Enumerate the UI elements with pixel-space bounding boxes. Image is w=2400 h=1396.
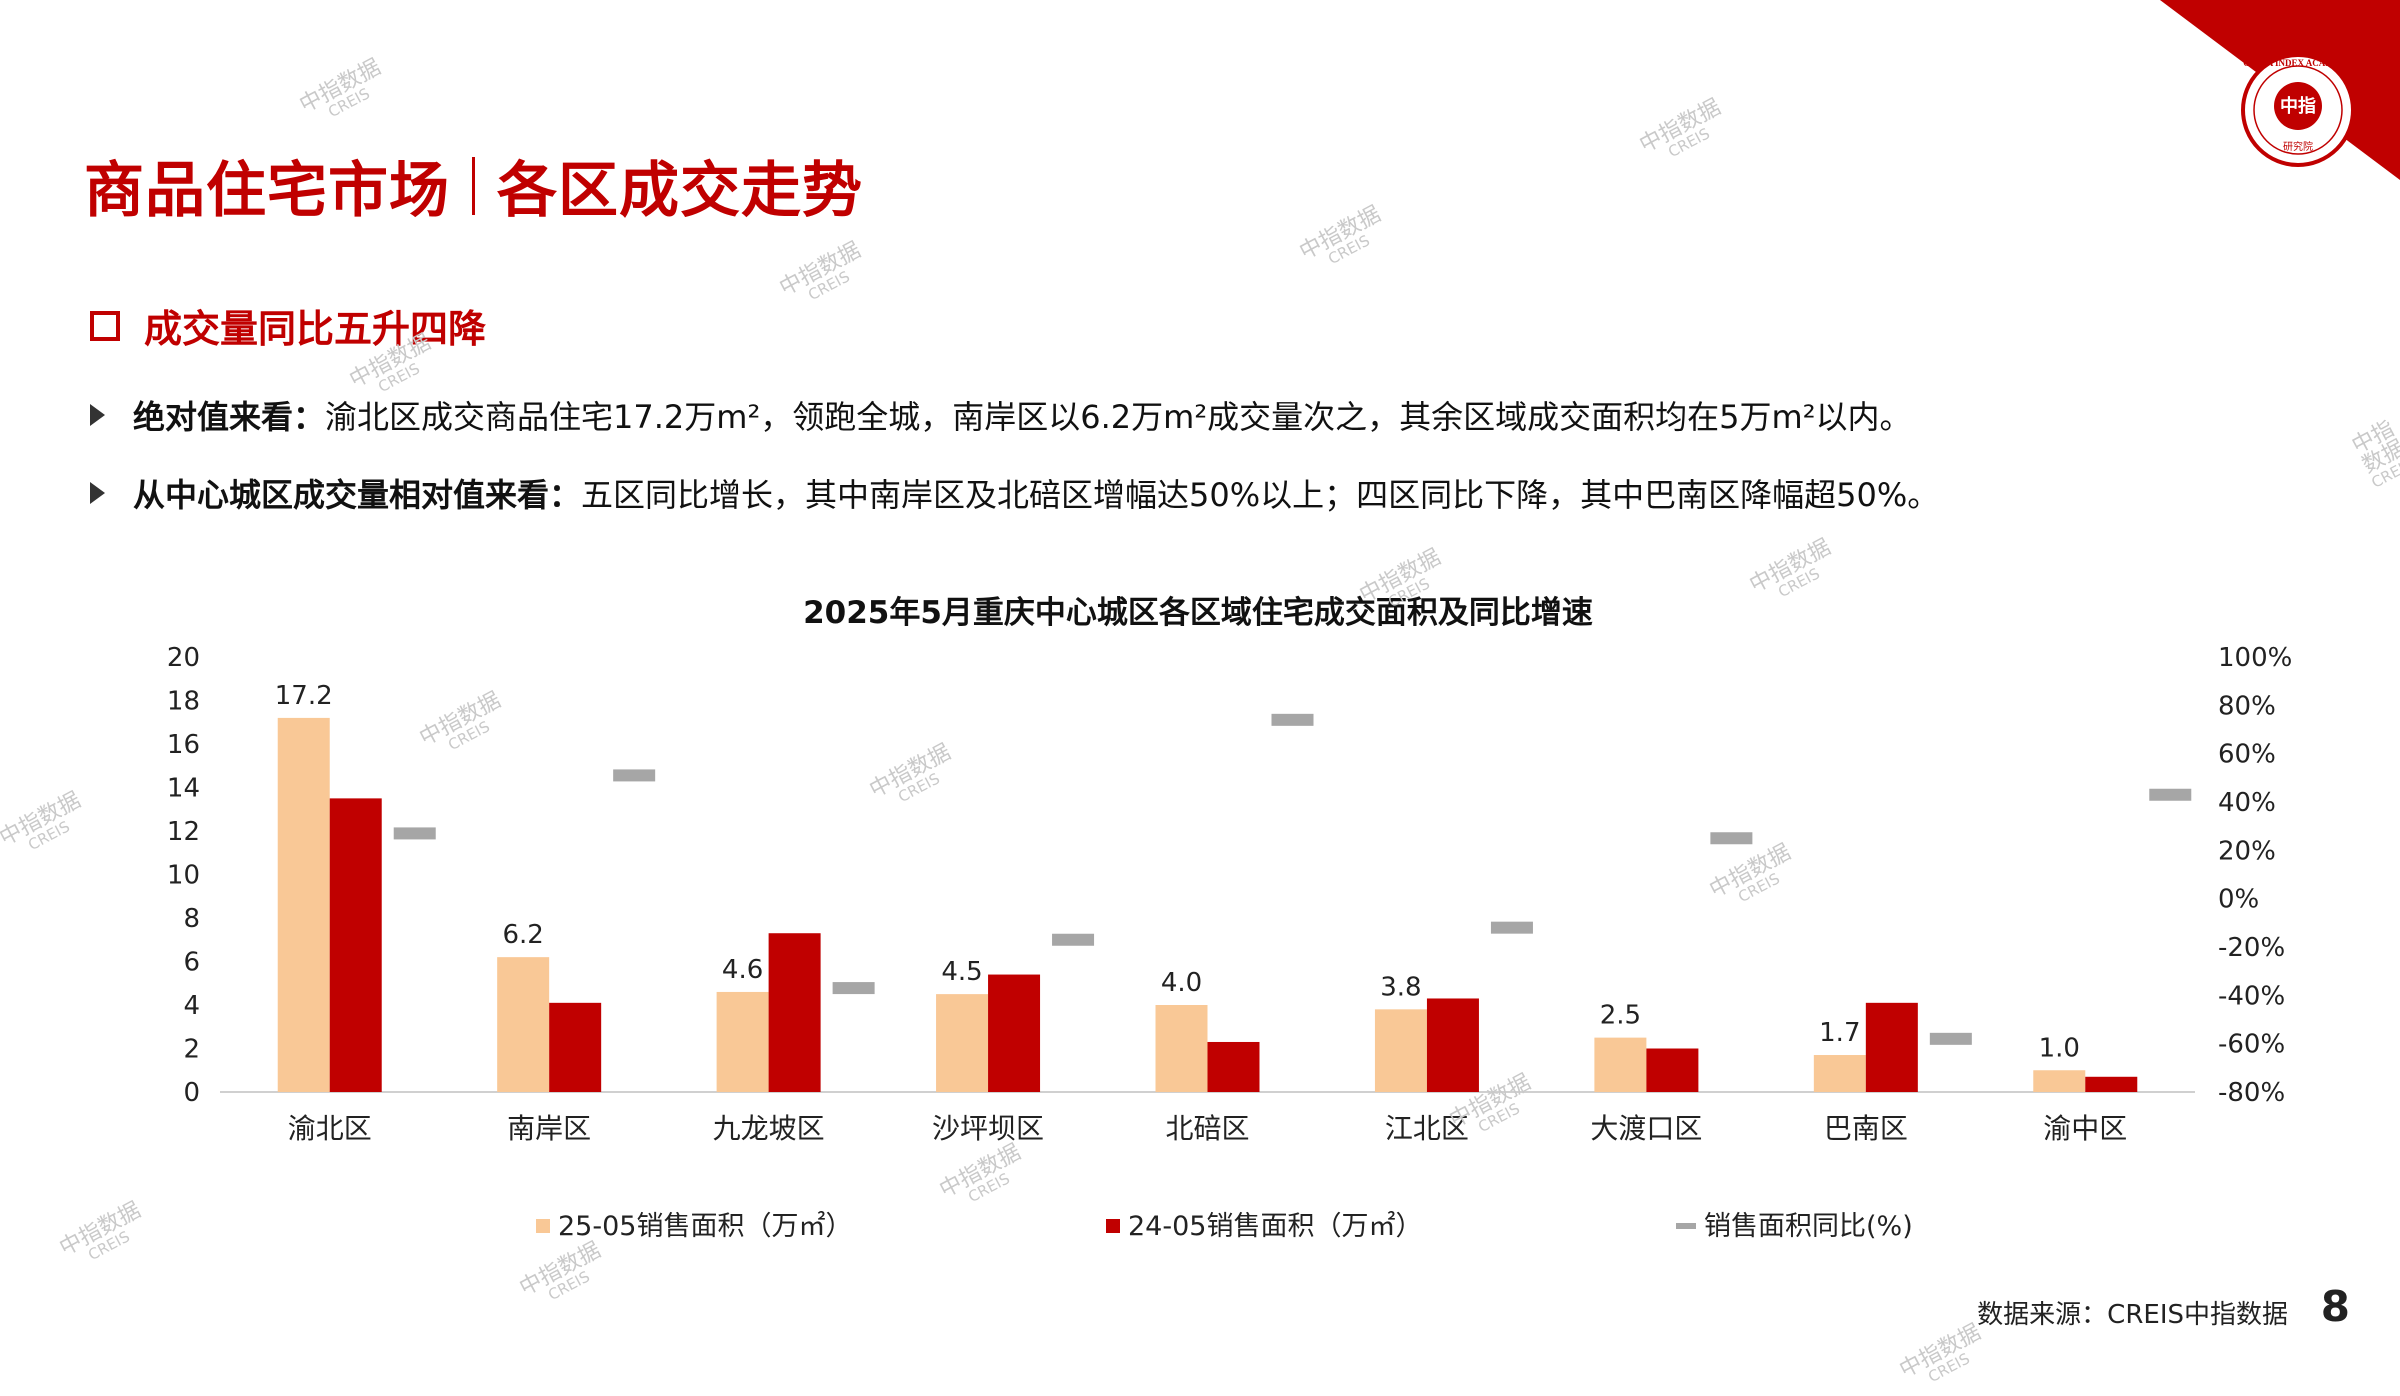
yoy-marker-南岸区 [613, 769, 656, 782]
bar-2025-value-label: 17.2 [275, 681, 333, 711]
bar-2024-北碚区 [1207, 1041, 1260, 1092]
y-left-tick-label: 6 [183, 948, 200, 978]
y-left-tick-label: 2 [183, 1035, 200, 1065]
x-category-label: 渝北区 [288, 1112, 372, 1145]
bar-2025-value-label: 4.6 [722, 955, 763, 985]
bar-2025-渝北区 [277, 717, 330, 1092]
title-divider [472, 156, 475, 215]
legend-swatch-1 [536, 1219, 550, 1233]
y-right-tick-label: 60% [2218, 740, 2276, 770]
bar-2024-南岸区 [549, 1002, 602, 1092]
bar-2025-value-label: 3.8 [1380, 972, 1421, 1002]
x-category-label: 江北区 [1385, 1112, 1469, 1145]
y-right-tick-label: 80% [2218, 691, 2276, 721]
yoy-marker-沙坪坝区 [1052, 933, 1095, 946]
brand-corner-logo: 中指 CHINA INDEX ACADEMY 研究院 [2160, 0, 2400, 180]
y-left-tick-label: 8 [183, 904, 200, 934]
bullet-1-label: 绝对值来看： [133, 398, 326, 436]
bar-2025-value-label: 4.5 [941, 957, 982, 987]
yoy-marker-渝中区 [2149, 788, 2192, 801]
bullet-item-2: 从中心城区成交量相对值来看： 五区同比增长，其中南岸区及北碚区增幅达50%以上；… [90, 470, 1939, 516]
bar-2024-九龙坡区 [768, 933, 821, 1092]
data-source: 数据来源：CREIS中指数据 [1977, 1300, 2288, 1330]
bar-2025-value-label: 1.7 [1819, 1018, 1860, 1048]
bullet-2-label: 从中心城区成交量相对值来看： [133, 476, 582, 514]
yoy-marker-九龙坡区 [832, 982, 875, 995]
svg-text:CHINA INDEX ACADEMY: CHINA INDEX ACADEMY [2243, 58, 2353, 68]
bar-2025-大渡口区 [1594, 1037, 1647, 1092]
y-left-tick-label: 4 [183, 991, 200, 1021]
page-title-right: 各区成交走势 [497, 156, 863, 226]
x-category-label: 渝中区 [2043, 1112, 2127, 1145]
bullet-2-text: 五区同比增长，其中南岸区及北碚区增幅达50%以上；四区同比下降，其中巴南区降幅超… [581, 476, 1940, 514]
page-title-left: 商品住宅市场 [84, 156, 450, 226]
y-left-tick-label: 12 [167, 817, 200, 847]
bar-2025-九龙坡区 [716, 991, 769, 1092]
yoy-marker-大渡口区 [1710, 832, 1753, 845]
bar-2025-江北区 [1374, 1009, 1427, 1092]
bar-2025-北碚区 [1155, 1005, 1208, 1092]
y-right-tick-label: -40% [2218, 981, 2285, 1011]
district-sales-chart: 2025年5月重庆中心城区各区域住宅成交面积及同比增速 0 2 4 6 8 10 12 14 1… [167, 595, 2292, 1242]
y-left-tick-label: 14 [167, 774, 200, 804]
chart-title: 2025年5月重庆中心城区各区域住宅成交面积及同比增速 [803, 595, 1593, 631]
y-left-tick-label: 16 [167, 730, 200, 760]
bar-2025-巴南区 [1813, 1055, 1866, 1092]
y-right-tick-label: 20% [2218, 836, 2276, 866]
legend-label-1: 25-05销售面积（万㎡） [558, 1211, 852, 1242]
bar-2024-江北区 [1426, 998, 1479, 1092]
legend-swatch-2 [1106, 1219, 1120, 1233]
x-category-label: 巴南区 [1824, 1112, 1908, 1145]
bullet-item-1: 绝对值来看： 渝北区成交商品住宅17.2万m²，领跑全城，南岸区以6.2万m²成… [90, 392, 1912, 438]
bar-2024-沙坪坝区 [988, 974, 1041, 1092]
yoy-marker-江北区 [1490, 921, 1533, 934]
y-left-tick-label: 20 [167, 643, 200, 673]
legend-swatch-3 [1676, 1223, 1696, 1229]
bar-2024-渝北区 [329, 798, 382, 1092]
legend-label-3: 销售面积同比(%) [1704, 1211, 1913, 1242]
yoy-marker-巴南区 [1929, 1032, 1972, 1045]
y-right-tick-label: 40% [2218, 788, 2276, 818]
bar-2025-value-label: 1.0 [2039, 1033, 2080, 1063]
y-right-tick-label: -60% [2218, 1030, 2285, 1060]
y-left-tick-label: 18 [167, 687, 200, 717]
x-category-label: 九龙坡区 [713, 1112, 825, 1145]
arrow-bullet-icon [90, 482, 105, 504]
y-right-tick-label: 0% [2218, 885, 2259, 915]
square-bullet-icon [90, 310, 120, 341]
y-right-tick-label: -80% [2218, 1078, 2285, 1108]
bar-2025-value-label: 4.0 [1161, 968, 1202, 998]
bar-2024-渝中区 [2085, 1076, 2138, 1092]
bar-2025-南岸区 [497, 957, 550, 1092]
bar-2025-沙坪坝区 [936, 994, 989, 1092]
x-category-label: 南岸区 [507, 1112, 591, 1145]
bar-2025-渝中区 [2033, 1070, 2086, 1092]
bar-2025-value-label: 6.2 [502, 920, 543, 950]
y-left-tick-label: 0 [183, 1078, 200, 1108]
x-category-label: 大渡口区 [1590, 1112, 1702, 1145]
y-right-tick-label: 100% [2218, 643, 2292, 673]
page-number: 8 [2320, 1282, 2350, 1331]
bullet-1-text: 渝北区成交商品住宅17.2万m²，领跑全城，南岸区以6.2万m²成交量次之，其余… [325, 398, 1912, 436]
bar-2024-大渡口区 [1646, 1048, 1699, 1092]
x-category-label: 沙坪坝区 [932, 1112, 1044, 1145]
x-category-label: 北碚区 [1165, 1112, 1249, 1145]
y-right-tick-label: -20% [2218, 933, 2285, 963]
yoy-marker-北碚区 [1271, 713, 1314, 726]
arrow-bullet-icon [90, 404, 105, 426]
seal-center-text: 中指 [2280, 95, 2316, 117]
legend-label-2: 24-05销售面积（万㎡） [1128, 1211, 1422, 1242]
bar-2024-巴南区 [1865, 1002, 1918, 1092]
page-title: 商品住宅市场 各区成交走势 [84, 142, 863, 229]
yoy-marker-渝北区 [393, 827, 436, 840]
section-heading: 成交量同比五升四降 [90, 298, 486, 353]
svg-text:研究院: 研究院 [2283, 140, 2313, 153]
section-heading-text: 成交量同比五升四降 [144, 307, 487, 351]
bar-2025-value-label: 2.5 [1600, 1001, 1641, 1031]
y-left-tick-label: 10 [167, 861, 200, 891]
